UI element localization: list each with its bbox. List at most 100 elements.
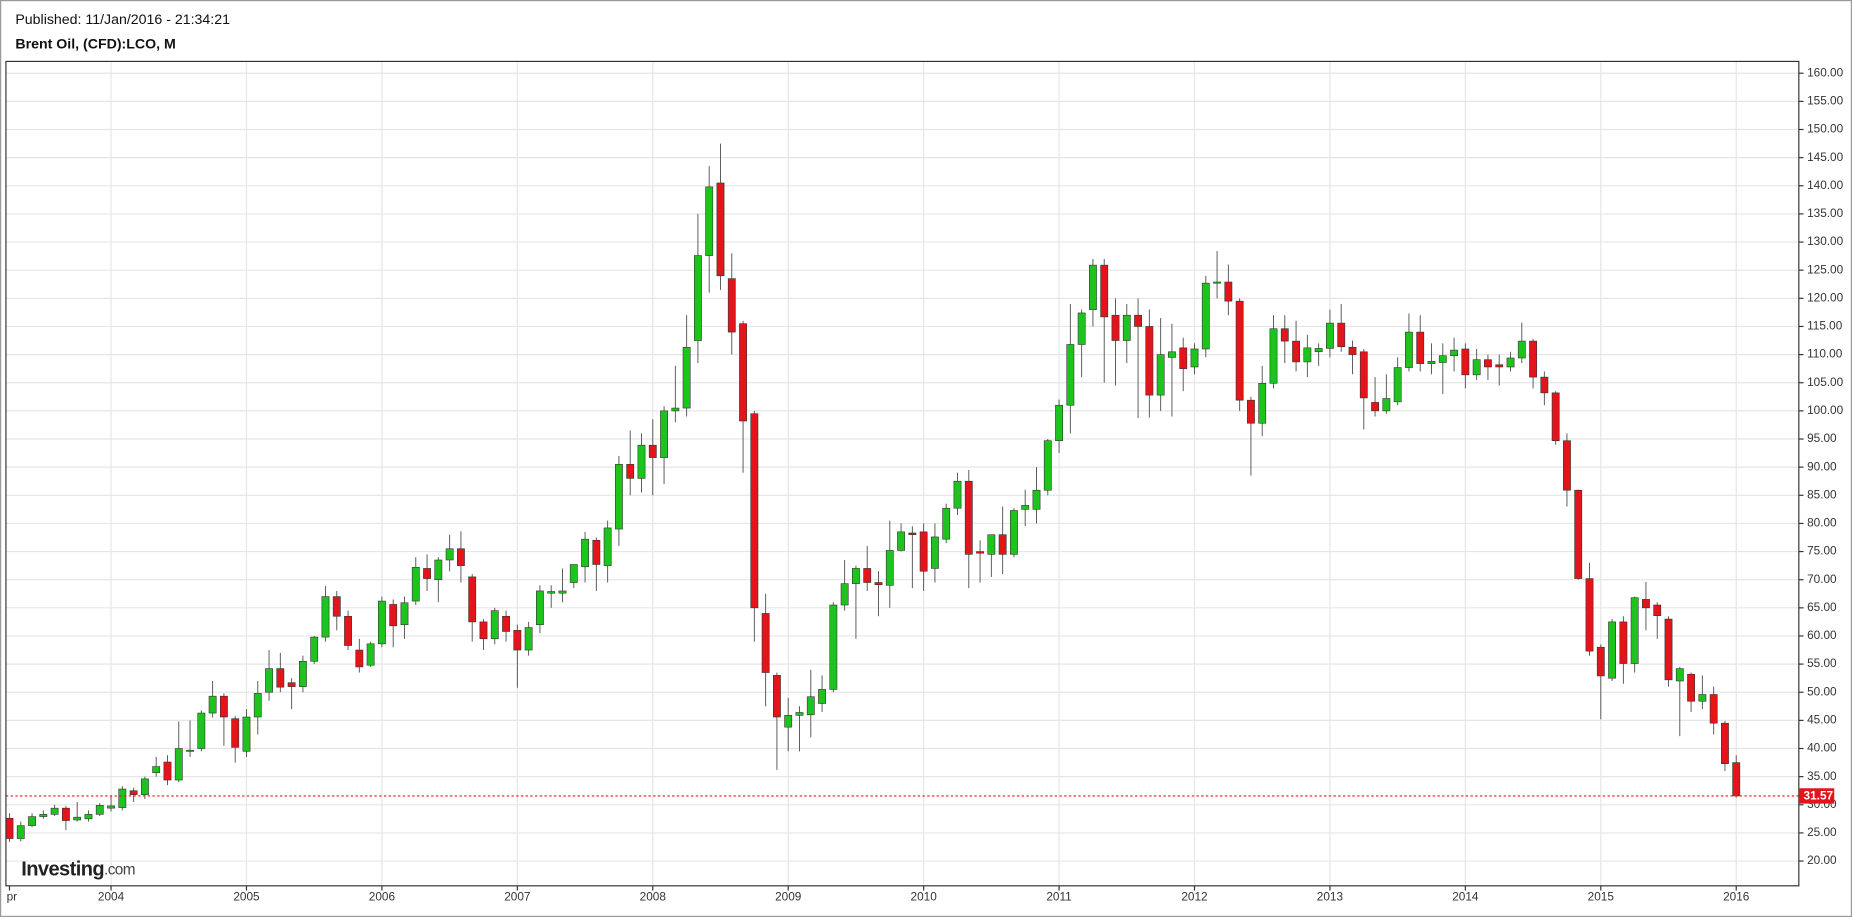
- candle-body: [73, 816, 82, 821]
- candle-body: [1472, 359, 1481, 376]
- candle-body: [705, 186, 714, 256]
- candle-body: [1461, 348, 1470, 376]
- candle-body: [750, 413, 759, 609]
- y-tick-label: 160.00: [1807, 65, 1844, 79]
- candle-body: [152, 766, 161, 774]
- candle-body: [468, 576, 477, 623]
- candle-body: [344, 615, 352, 646]
- x-tick-label: 2005: [233, 890, 260, 904]
- chart-title: Brent Oil, (CFD):LCO, M: [15, 37, 175, 53]
- y-tick-label: 120.00: [1807, 290, 1844, 304]
- candle-body: [1405, 331, 1413, 368]
- y-tick-label: 75.00: [1807, 544, 1837, 558]
- x-tick-label: 2004: [98, 890, 125, 904]
- candle-body: [28, 816, 36, 826]
- candle-body: [1619, 621, 1628, 664]
- candle-body: [242, 716, 251, 752]
- logo-suffix: .com: [104, 862, 135, 879]
- y-tick-label: 90.00: [1807, 459, 1837, 473]
- candle-body: [1495, 364, 1504, 368]
- candle-body: [547, 591, 556, 594]
- y-tick-label: 95.00: [1807, 431, 1837, 445]
- candle-body: [129, 790, 138, 795]
- candle-body: [502, 615, 510, 632]
- y-tick-label: 25.00: [1807, 825, 1837, 839]
- candle-body: [219, 695, 228, 718]
- candle-body: [1247, 399, 1255, 424]
- candle-body: [423, 568, 431, 579]
- candle-body: [208, 695, 217, 714]
- candle-body: [976, 551, 984, 554]
- candle-body: [174, 748, 183, 781]
- x-tick-label: 2010: [911, 890, 938, 904]
- candle-body: [490, 610, 499, 640]
- y-tick-label: 105.00: [1807, 375, 1844, 389]
- candle-body: [660, 410, 668, 458]
- y-tick-label: 155.00: [1807, 93, 1844, 107]
- candle-body: [637, 444, 646, 479]
- y-tick-label: 55.00: [1807, 656, 1837, 670]
- grid: [5, 61, 1799, 886]
- candle-body: [1416, 331, 1425, 364]
- candle-body: [727, 278, 736, 333]
- y-tick-label: 110.00: [1807, 347, 1843, 361]
- logo: Investing.com: [21, 859, 135, 881]
- candle-body: [1224, 281, 1233, 302]
- candle-body: [457, 548, 465, 566]
- x-tick-label: 2014: [1452, 890, 1479, 904]
- candle-body: [1551, 392, 1560, 441]
- candle-body: [434, 559, 443, 580]
- candle-body: [84, 814, 93, 820]
- x-tick-label: 2016: [1723, 890, 1750, 904]
- candle-body: [355, 649, 364, 668]
- candle-body: [1292, 340, 1300, 363]
- candle-body: [1596, 646, 1605, 677]
- candle-body: [569, 564, 578, 583]
- candle-body: [1314, 348, 1323, 353]
- candle-body: [1122, 314, 1131, 341]
- x-tick-label: 2012: [1181, 890, 1207, 904]
- x-tick-label: pr: [7, 890, 18, 904]
- candle-body: [829, 604, 838, 690]
- candle-body: [964, 480, 973, 555]
- candle-body: [1563, 440, 1571, 491]
- candle-body: [603, 527, 612, 566]
- candle-body: [118, 788, 127, 808]
- candle-body: [840, 583, 849, 606]
- candle-body: [1574, 489, 1583, 579]
- candle-body: [445, 548, 454, 561]
- candle-body: [1630, 597, 1639, 664]
- candle-body: [1450, 349, 1458, 357]
- candle-body: [1653, 604, 1662, 617]
- candle-body: [626, 464, 635, 479]
- y-tick-label: 145.00: [1807, 150, 1844, 164]
- last-price-label: 31.57: [1804, 789, 1834, 803]
- candle-body: [1359, 351, 1368, 399]
- y-tick-label: 150.00: [1807, 122, 1844, 136]
- candle-body: [95, 805, 104, 815]
- x-tick-label: 2009: [775, 890, 801, 904]
- candle-body: [287, 682, 296, 687]
- candle-body: [1585, 578, 1594, 652]
- candle-body: [682, 346, 691, 409]
- candle-body: [366, 643, 375, 666]
- candle-body: [1709, 694, 1718, 724]
- candle-body: [784, 715, 793, 728]
- x-tick-label: 2011: [1046, 890, 1071, 904]
- candle-body: [1664, 618, 1673, 681]
- candle-body: [1021, 505, 1030, 510]
- candle-body: [1371, 402, 1379, 412]
- candle-body: [942, 507, 951, 540]
- candle-body: [1066, 344, 1075, 406]
- candle-body: [310, 636, 319, 662]
- candle-body: [1156, 354, 1165, 396]
- candle-body: [321, 596, 330, 638]
- candle-body: [931, 536, 939, 569]
- x-tick-label: 2007: [504, 890, 530, 904]
- candle-body: [1427, 361, 1436, 364]
- logo-brand: Investing: [21, 859, 104, 881]
- candle-body: [1032, 489, 1041, 510]
- y-tick-label: 20.00: [1807, 853, 1837, 867]
- candle-body: [479, 621, 488, 640]
